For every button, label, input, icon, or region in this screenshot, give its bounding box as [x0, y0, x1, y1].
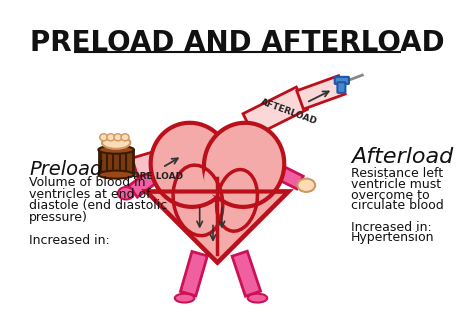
Ellipse shape [99, 171, 134, 179]
Text: Preload: Preload [29, 160, 102, 180]
Ellipse shape [247, 294, 267, 302]
PathPatch shape [129, 159, 173, 197]
FancyBboxPatch shape [99, 150, 133, 175]
Text: Increased in:: Increased in: [29, 234, 110, 247]
PathPatch shape [232, 251, 261, 296]
Text: Afterload: Afterload [351, 147, 453, 167]
Text: Hypertension: Hypertension [351, 232, 434, 245]
PathPatch shape [297, 76, 345, 109]
Text: circulate blood: circulate blood [351, 199, 444, 213]
Ellipse shape [175, 294, 194, 302]
Ellipse shape [297, 179, 315, 192]
FancyBboxPatch shape [335, 77, 349, 84]
Ellipse shape [99, 146, 134, 154]
Text: PRE LOAD: PRE LOAD [133, 172, 183, 181]
Text: Volume of blood in: Volume of blood in [29, 176, 146, 189]
Ellipse shape [102, 136, 130, 149]
Ellipse shape [121, 134, 129, 141]
FancyBboxPatch shape [337, 82, 346, 93]
Polygon shape [146, 192, 289, 263]
Text: pressure): pressure) [29, 211, 88, 224]
Ellipse shape [204, 160, 231, 196]
Ellipse shape [118, 187, 134, 199]
Text: overcome to: overcome to [351, 189, 429, 202]
Text: PRELOAD AND AFTERLOAD: PRELOAD AND AFTERLOAD [30, 29, 444, 57]
PathPatch shape [132, 142, 191, 177]
Ellipse shape [107, 134, 115, 141]
Text: ventricles at end of: ventricles at end of [29, 188, 151, 201]
Ellipse shape [114, 134, 122, 141]
Ellipse shape [204, 123, 284, 207]
Text: Resistance left: Resistance left [351, 167, 443, 181]
Text: diastole (end diastolic: diastole (end diastolic [29, 199, 167, 213]
PathPatch shape [243, 87, 308, 136]
PathPatch shape [181, 251, 207, 296]
Ellipse shape [100, 134, 108, 141]
Text: AFTERLOAD: AFTERLOAD [259, 97, 318, 126]
PathPatch shape [261, 159, 303, 189]
Text: ventricle must: ventricle must [351, 178, 441, 191]
Ellipse shape [151, 123, 231, 207]
Text: Increased in:: Increased in: [351, 221, 431, 234]
